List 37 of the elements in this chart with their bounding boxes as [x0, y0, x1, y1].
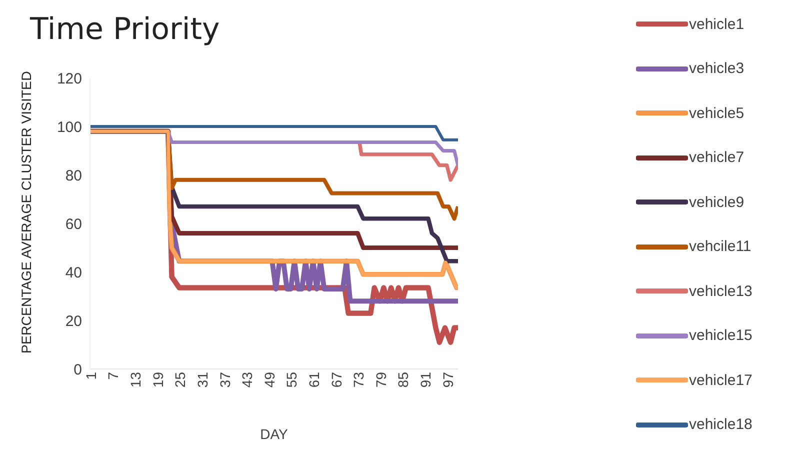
y-tick-label: 80 [65, 167, 82, 184]
x-tick-label: 31 [194, 372, 210, 388]
x-tick-label: 43 [239, 372, 256, 388]
x-tick-label: 37 [216, 372, 233, 388]
y-tick-label: 60 [65, 216, 82, 233]
x-tick-label: 19 [150, 372, 166, 388]
legend-label: vehicle13 [689, 282, 752, 300]
y-axis-title: PERCENTAGE AVERAGE CLUSTER VISITED [18, 70, 34, 354]
legend-label: vehicle18 [689, 416, 752, 434]
legend-label: vehicle5 [689, 104, 744, 122]
legend-label: vehicle3 [689, 60, 744, 78]
x-tick-label: 1 [82, 372, 99, 380]
x-tick-label: 13 [128, 372, 144, 388]
y-tick-label: 100 [56, 118, 82, 136]
x-tick-label: 97 [440, 372, 456, 388]
x-tick-label: 85 [395, 372, 412, 388]
x-tick-label: 49 [261, 372, 278, 388]
legend-label: vehcile11 [689, 238, 752, 256]
y-tick-label: 20 [65, 312, 82, 330]
y-tick-label: 0 [74, 361, 82, 378]
x-tick-label: 91 [417, 372, 434, 388]
x-tick-label: 79 [372, 372, 389, 388]
legend-label: vehicle7 [689, 149, 744, 166]
x-tick-label: 67 [328, 372, 344, 388]
x-tick-label: 61 [306, 372, 322, 388]
legend-label: vehicle9 [689, 194, 744, 211]
legend-label: vehicle1 [689, 16, 744, 33]
x-tick-label: 55 [284, 372, 300, 388]
legend-label: vehicle15 [689, 327, 752, 344]
x-axis-title: DAY [260, 426, 289, 442]
x-tick-label: 73 [350, 372, 367, 388]
y-tick-label: 120 [56, 70, 82, 88]
x-tick-label: 25 [172, 372, 188, 388]
x-tick-label: 7 [105, 372, 122, 380]
legend-label: vehicle17 [689, 372, 752, 389]
chart-title: Time Priority [30, 12, 220, 47]
y-tick-label: 40 [65, 264, 82, 282]
